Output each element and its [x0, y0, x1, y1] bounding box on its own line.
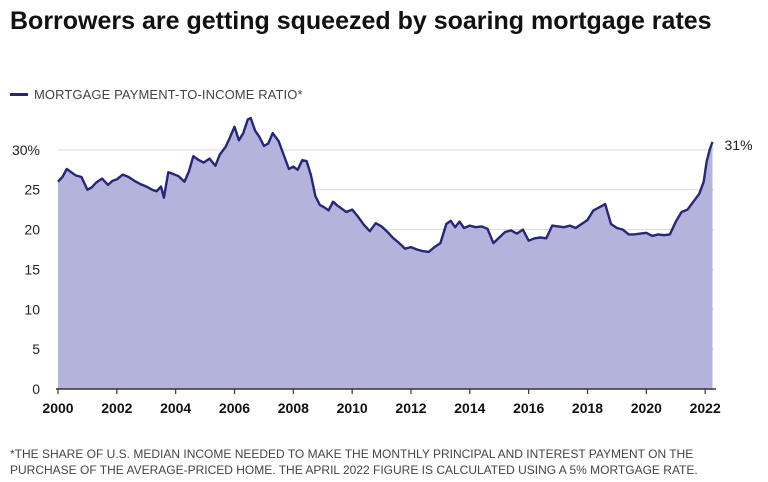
x-tick-label: 2006 [219, 400, 250, 416]
x-tick-label: 2014 [454, 400, 485, 416]
x-tick-label: 2002 [101, 400, 132, 416]
end-value-label: 31% [725, 137, 753, 153]
y-tick-label: 30% [12, 142, 40, 158]
legend-swatch [10, 92, 28, 96]
y-tick-label: 5 [32, 341, 40, 357]
legend: MORTGAGE PAYMENT-TO-INCOME RATIO* [10, 85, 303, 103]
y-tick-label: 15 [24, 261, 40, 277]
y-tick-label: 20 [24, 222, 40, 238]
y-tick-label: 10 [24, 301, 40, 317]
series-line [57, 116, 714, 254]
x-tick-label: 2020 [631, 400, 662, 416]
x-tick-label: 2010 [337, 400, 368, 416]
series-area-fill [58, 118, 713, 389]
x-tick-label: 2012 [395, 400, 426, 416]
legend-label: MORTGAGE PAYMENT-TO-INCOME RATIO* [34, 86, 303, 102]
y-tick-label: 0 [32, 381, 40, 397]
x-tick-label: 2008 [278, 400, 309, 416]
x-tick-label: 2018 [572, 400, 603, 416]
x-axis-ticks: 2000 2002 2004 2006 2008 2010 2012 2014 2016 2018… [42, 389, 721, 416]
x-tick-label: 2016 [513, 400, 544, 416]
x-tick-label: 2022 [690, 400, 721, 416]
y-tick-label: 25 [24, 182, 40, 198]
footnote: *THE SHARE OF U.S. MEDIAN INCOME NEEDED … [10, 447, 698, 477]
chart-title: Borrowers are getting squeezed by soarin… [10, 7, 712, 35]
x-tick-label: 2000 [42, 400, 73, 416]
y-axis-ticks: 0 5 10 15 20 25 30% [12, 142, 40, 397]
x-tick-label: 2004 [160, 400, 191, 416]
